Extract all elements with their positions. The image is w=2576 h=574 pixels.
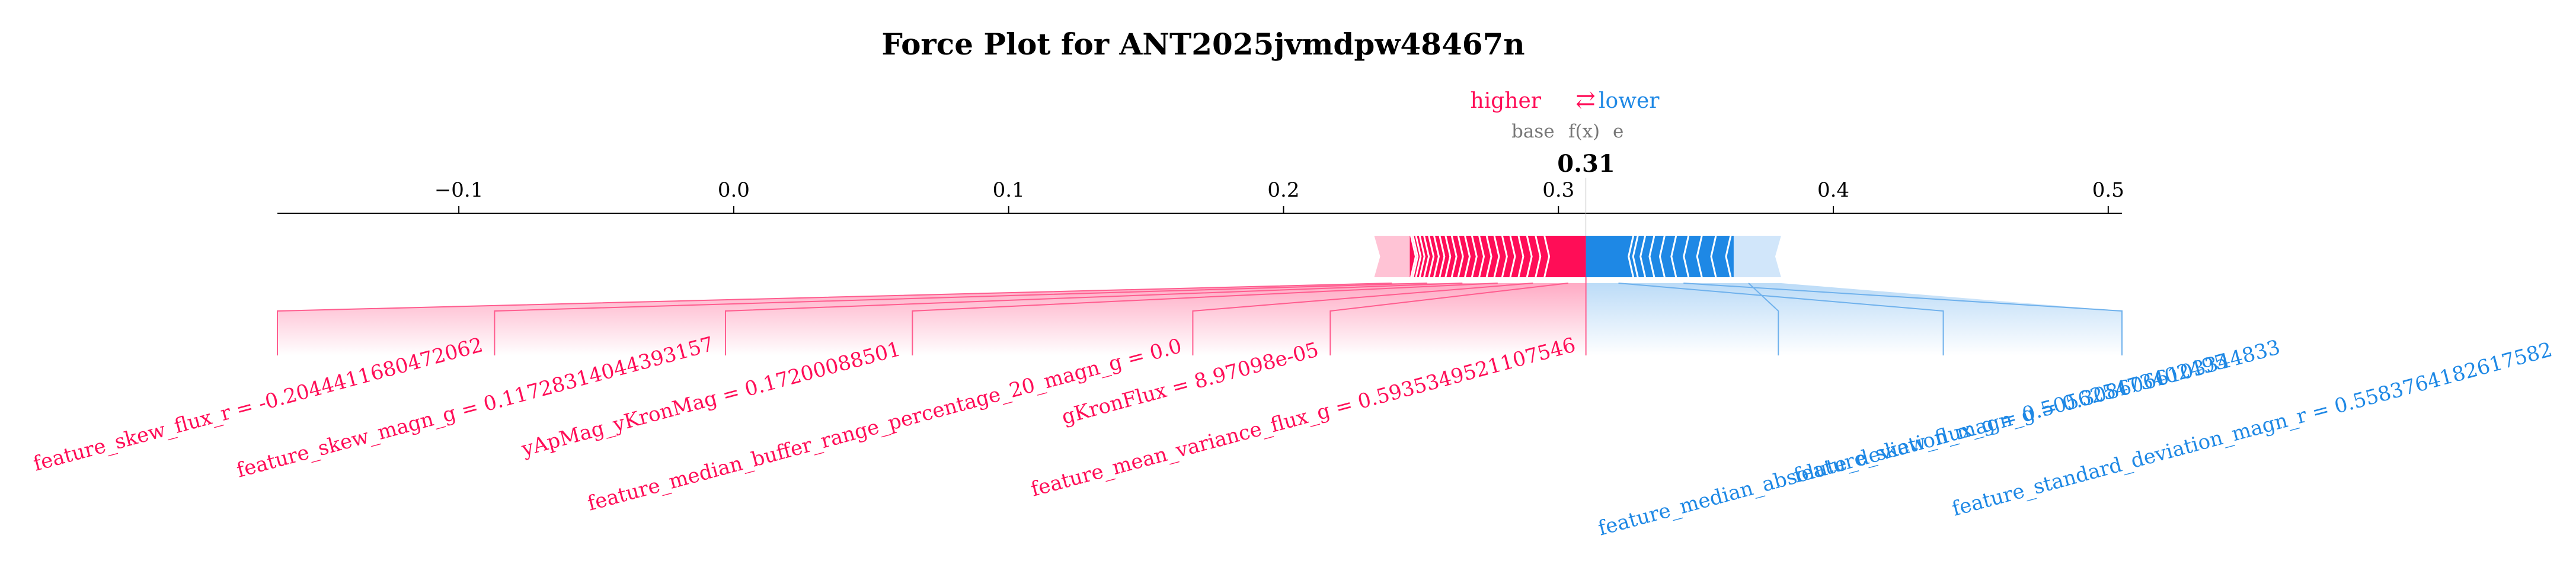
x-tick-label: 0.5 [2092, 178, 2124, 202]
x-tick-label: 0.1 [993, 178, 1025, 202]
bar-separator [1410, 235, 1417, 278]
negative-feature-link [1683, 283, 2123, 355]
negative-feature-link [1618, 283, 1944, 355]
bar-separator [1658, 235, 1666, 278]
x-tick-label: −0.1 [434, 178, 484, 202]
positive-feature-link [724, 283, 1463, 355]
bar-separator [1725, 235, 1732, 278]
x-tick-label: 0.2 [1267, 178, 1299, 202]
fx-label: f(x) [1568, 121, 1600, 142]
bar-separator [1670, 235, 1677, 278]
negative-fan [1586, 283, 2122, 355]
bar-separator [1509, 235, 1516, 278]
bar-separator [1457, 235, 1464, 278]
bar-separator [1428, 235, 1435, 278]
positive-feature-link [1192, 283, 1533, 355]
positive-feature-link [912, 283, 1498, 355]
output-value-label: 0.31 [1557, 150, 1615, 178]
negative-feature-link [1748, 283, 1779, 355]
bar-separator [1433, 235, 1440, 278]
bar-separator [1478, 235, 1485, 278]
legend-lower: lower [1599, 89, 1660, 113]
bar-separator [1628, 235, 1635, 278]
base-value-label: base [1511, 121, 1555, 142]
positive-feature-link [277, 283, 1392, 355]
legend-higher: higher [1471, 89, 1542, 113]
positive-feature-link [494, 283, 1427, 355]
bar-separator [1485, 235, 1492, 278]
bar-separator [1696, 235, 1703, 278]
bar-separator [1418, 235, 1426, 278]
bar-separator [1639, 235, 1647, 278]
x-axis: −0.1 0.0 0.1 0.2 0.3 0.4 0.5 [277, 178, 2124, 277]
x-tick-label: 0.4 [1817, 178, 1849, 202]
chart-title: Force Plot for ANT2025jvmdpw48467n [881, 27, 1524, 62]
bar-separator [1464, 235, 1471, 278]
bar-separator [1501, 235, 1508, 278]
bar-separator [1471, 235, 1478, 278]
legend: higher ⇄ lower [1471, 86, 1660, 114]
bar-separator [1710, 235, 1717, 278]
bar-separator [1543, 235, 1551, 278]
x-tick-label: 0.0 [718, 178, 750, 202]
bar-separator [1412, 235, 1419, 278]
base-value-tail-label: e [1613, 121, 1623, 142]
negative-feature-label: feature_skew_flux_g = 0.505625473402495 [1791, 349, 2230, 488]
legend-arrow-icon: ⇄ [1575, 86, 1596, 114]
negative-bar-tail [1733, 236, 1781, 277]
x-tick-label: 0.3 [1542, 178, 1574, 202]
bar-separator [1535, 235, 1542, 278]
bar-separator [1632, 235, 1639, 278]
bar-separator [1415, 235, 1422, 278]
force-bars [1374, 235, 1781, 278]
bar-separator [1423, 235, 1430, 278]
bar-separator [1683, 235, 1690, 278]
marker-labels: base f(x) e 0.31 [1511, 121, 1623, 178]
bar-separator [1517, 235, 1524, 278]
positive-feature-link [1329, 283, 1568, 355]
feature-labels: feature_skew_flux_r = -0.204441168047206… [31, 332, 2555, 541]
bar-separator [1439, 235, 1446, 278]
positive-fan [277, 283, 1586, 355]
bar-separator [1648, 235, 1655, 278]
bar-separator [1450, 235, 1458, 278]
bar-separator [1526, 235, 1533, 278]
bar-separator [1493, 235, 1500, 278]
bar-separator [1444, 235, 1452, 278]
feature-links [277, 277, 2123, 355]
positive-bar-tail [1374, 236, 1410, 277]
